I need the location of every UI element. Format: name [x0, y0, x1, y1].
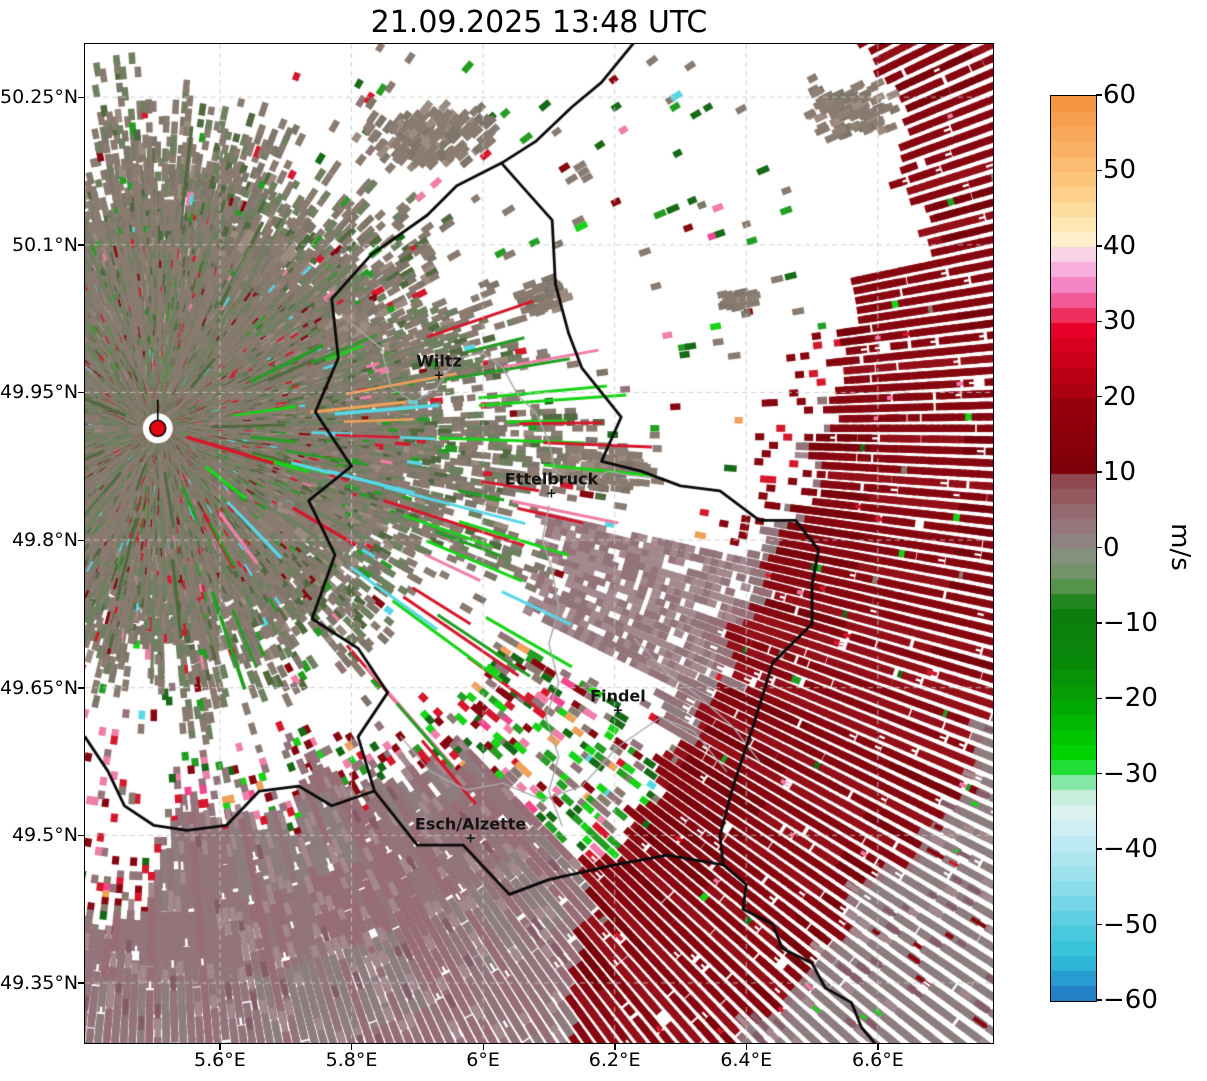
y-tick-label: 50.1°N	[11, 233, 78, 256]
colorbar-tick-mark	[1096, 999, 1102, 1001]
x-tick-label: 6.4°E	[720, 1049, 773, 1071]
x-tick-label: 6.2°E	[588, 1049, 641, 1071]
colorbar-tick-mark	[1096, 697, 1102, 700]
colorbar-tick-mark	[1096, 923, 1102, 926]
colorbar-tick-label: 40	[1103, 230, 1137, 261]
colorbar-tick-label: −40	[1103, 834, 1158, 865]
colorbar-tick-label: 30	[1103, 306, 1137, 337]
colorbar-tick-mark	[1096, 320, 1102, 322]
colorbar-tick-mark	[1096, 773, 1102, 775]
colorbar-tick-mark	[1096, 169, 1102, 172]
colorbar-unit-label: m/s	[1165, 523, 1195, 571]
y-tick-label: 49.8°N	[11, 529, 78, 552]
x-tick-mark	[877, 1044, 879, 1050]
city-marker-icon: +	[465, 831, 477, 847]
city-label-findel: Findel	[590, 686, 646, 706]
colorbar-tick-label: −60	[1103, 985, 1158, 1015]
y-tick-label: 50.25°N	[0, 86, 79, 109]
y-tick-label: 49.35°N	[0, 971, 79, 994]
figure-title: 21.09.2025 13:48 UTC	[370, 5, 708, 40]
colorbar-tick-label: 50	[1103, 155, 1137, 186]
colorbar-tick-label: −50	[1103, 909, 1158, 940]
colorbar-tick-mark	[1096, 546, 1102, 549]
colorbar-tick-label: 0	[1103, 532, 1120, 563]
colorbar-tick-label: −30	[1103, 758, 1158, 789]
y-tick-mark	[78, 539, 84, 541]
city-marker-icon: +	[546, 486, 557, 502]
colorbar-tick-label: −10	[1103, 607, 1158, 638]
y-tick-mark	[78, 982, 84, 984]
colorbar-tick-mark	[1096, 622, 1102, 624]
x-tick-mark	[219, 1044, 221, 1050]
x-tick-mark	[350, 1044, 353, 1050]
x-tick-label: 6°E	[466, 1049, 500, 1071]
colorbar-tick-mark	[1096, 471, 1102, 473]
map-plot-area: Product: 0.5° Radial Velocity Data: RMIB…	[84, 43, 994, 1044]
y-tick-label: 49.5°N	[11, 824, 78, 847]
y-tick-mark	[78, 391, 84, 394]
y-tick-mark	[78, 687, 84, 689]
radar-map-canvas	[85, 44, 993, 1043]
colorbar-tick-label: 60	[1103, 80, 1137, 110]
colorbar-tick-label: −20	[1103, 683, 1158, 714]
y-tick-mark	[78, 96, 84, 99]
x-tick-label: 6.6°E	[851, 1049, 904, 1071]
y-tick-mark	[78, 834, 84, 837]
city-label-esch-alzette: Esch/Alzette	[414, 814, 527, 834]
x-tick-mark	[614, 1044, 616, 1050]
x-tick-label: 5.8°E	[325, 1049, 378, 1071]
y-tick-mark	[78, 244, 84, 246]
colorbar-tick-label: 20	[1103, 381, 1137, 412]
colorbar-tick-mark	[1096, 94, 1102, 96]
city-label-ettelbruck: Ettelbruck	[504, 469, 599, 489]
y-tick-label: 49.65°N	[0, 676, 79, 699]
city-label-wiltz: Wiltz	[416, 351, 462, 371]
colorbar-tick-mark	[1096, 848, 1102, 850]
x-tick-label: 5.6°E	[194, 1049, 246, 1071]
colorbar-tick-mark	[1096, 395, 1102, 398]
x-tick-mark	[482, 1044, 484, 1050]
city-marker-icon: +	[612, 703, 624, 719]
colorbar-tick-mark	[1096, 245, 1102, 247]
y-tick-label: 49.95°N	[0, 381, 79, 404]
x-tick-mark	[745, 1044, 748, 1050]
city-marker-icon: +	[433, 368, 445, 384]
colorbar	[1050, 95, 1097, 1002]
colorbar-tick-label: 10	[1103, 457, 1137, 488]
